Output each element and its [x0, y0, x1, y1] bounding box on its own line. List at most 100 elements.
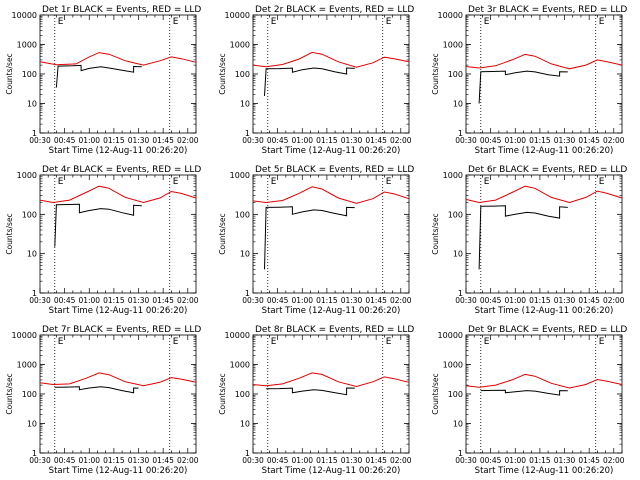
event-marker-label: E [271, 177, 277, 187]
series-events-line [264, 206, 355, 270]
series-lld-line [39, 372, 197, 387]
event-marker-label: E [484, 17, 490, 27]
x-axis-label: Start Time (12-Aug-11 00:26:20) [262, 306, 401, 316]
x-tick-label: 02:00 [603, 296, 625, 305]
y-tick-label: 100 [22, 70, 37, 79]
series-lld-line [465, 373, 623, 389]
y-tick-label: 100 [448, 70, 463, 79]
x-tick-label: 02:00 [603, 136, 625, 145]
x-tick-label: 01:45 [578, 136, 600, 145]
x-tick-label: 01:30 [341, 136, 363, 145]
y-tick-label: 10000 [225, 331, 250, 340]
y-axis-label: Counts/sec [431, 53, 440, 94]
event-marker-label: E [173, 337, 179, 347]
y-tick-label: 1 [458, 449, 463, 458]
x-tick-label: 02:00 [390, 296, 412, 305]
y-tick-label: 10 [27, 420, 37, 429]
chart-title: Det 5r BLACK = Events, RED = LLD [255, 165, 414, 175]
series-lld-line [39, 52, 197, 66]
y-tick-label: 10 [240, 100, 250, 109]
event-marker-label: E [484, 337, 490, 347]
chart-panel-1: Det 1r BLACK = Events, RED = LLD 1 10 100 10… [5, 5, 201, 156]
event-marker-label: E [386, 17, 392, 27]
chart-panel-4: Det 4r BLACK = Events, RED = LLD 1 10 100 10… [5, 165, 201, 316]
x-tick-label: 01:45 [578, 456, 600, 465]
x-tick-label: 00:30 [242, 456, 264, 465]
x-tick-label: 00:30 [455, 136, 477, 145]
x-axis-label: Start Time (12-Aug-11 00:26:20) [475, 306, 614, 316]
y-axis-label: Counts/sec [218, 213, 227, 254]
x-tick-label: 01:45 [365, 296, 387, 305]
chart-panel-3: Det 3r BLACK = Events, RED = LLD 1 10 100 10… [431, 5, 627, 156]
y-tick-label: 10 [27, 250, 37, 259]
chart-title: Det 6r BLACK = Events, RED = LLD [468, 165, 627, 175]
y-tick-label: 10000 [438, 331, 463, 340]
y-tick-label: 1 [32, 129, 37, 138]
y-axis-label: Counts/sec [218, 53, 227, 94]
y-tick-label: 10000 [12, 11, 37, 20]
y-tick-label: 100 [235, 70, 250, 79]
y-axis-label: Counts/sec [218, 373, 227, 414]
y-tick-label: 1 [245, 129, 250, 138]
x-tick-label: 00:30 [455, 296, 477, 305]
x-tick-label: 01:30 [128, 296, 150, 305]
y-tick-label: 1000 [443, 41, 463, 50]
chart-title: Det 8r BLACK = Events, RED = LLD [255, 325, 414, 335]
x-tick-label: 00:30 [29, 296, 51, 305]
x-tick-label: 01:45 [365, 136, 387, 145]
y-tick-label: 10 [453, 100, 463, 109]
x-axis-label: Start Time (12-Aug-11 00:26:20) [262, 466, 401, 476]
x-tick-label: 01:00 [291, 456, 313, 465]
x-tick-label: 01:45 [578, 296, 600, 305]
y-tick-label: 1000 [230, 171, 250, 180]
plot-frame [39, 14, 197, 134]
x-tick-label: 01:30 [128, 456, 150, 465]
x-tick-label: 00:45 [54, 136, 76, 145]
chart-panel-9: Det 9r BLACK = Events, RED = LLD 1 10 100 10… [431, 325, 627, 476]
x-tick-label: 01:30 [128, 136, 150, 145]
chart-panel-2: Det 2r BLACK = Events, RED = LLD 1 10 100 10… [218, 5, 414, 156]
y-axis-label: Counts/sec [431, 373, 440, 414]
x-tick-label: 00:30 [242, 136, 264, 145]
x-tick-label: 02:00 [177, 296, 199, 305]
x-tick-label: 00:45 [267, 456, 289, 465]
x-tick-label: 01:30 [341, 456, 363, 465]
event-marker-label: E [58, 17, 64, 27]
x-tick-label: 01:00 [78, 136, 100, 145]
x-tick-label: 01:00 [78, 296, 100, 305]
y-tick-label: 1000 [443, 171, 463, 180]
y-axis-label: Counts/sec [5, 213, 14, 254]
y-tick-label: 100 [22, 390, 37, 399]
x-tick-label: 00:45 [480, 456, 502, 465]
x-tick-label: 02:00 [390, 136, 412, 145]
series-events-line [480, 389, 568, 396]
series-events-line [55, 64, 142, 88]
event-marker-label: E [599, 337, 605, 347]
x-tick-label: 02:00 [390, 456, 412, 465]
series-events-line [54, 203, 142, 247]
y-tick-label: 1 [32, 449, 37, 458]
chart-panel-6: Det 6r BLACK = Events, RED = LLD 1 10 100 10… [431, 165, 627, 316]
y-axis-label: Counts/sec [5, 373, 14, 414]
series-lld-line [465, 185, 623, 204]
x-tick-label: 01:00 [504, 136, 526, 145]
x-tick-label: 01:00 [291, 136, 313, 145]
x-tick-label: 00:45 [54, 456, 76, 465]
x-tick-label: 00:45 [480, 296, 502, 305]
y-tick-label: 10 [240, 420, 250, 429]
x-tick-label: 01:00 [78, 456, 100, 465]
event-marker-label: E [484, 177, 490, 187]
chart-panel-8: Det 8r BLACK = Events, RED = LLD 1 10 100 10… [218, 325, 414, 476]
plot-frame [465, 174, 623, 294]
y-tick-label: 1000 [230, 361, 250, 370]
y-tick-label: 1000 [17, 171, 37, 180]
y-tick-label: 100 [448, 210, 463, 219]
series-events-line [54, 386, 139, 394]
plot-frame [252, 14, 410, 134]
plot-frame [39, 334, 197, 454]
event-marker-label: E [173, 177, 179, 187]
y-tick-label: 10000 [225, 11, 250, 20]
event-marker-label: E [58, 337, 64, 347]
x-tick-label: 01:30 [554, 296, 576, 305]
